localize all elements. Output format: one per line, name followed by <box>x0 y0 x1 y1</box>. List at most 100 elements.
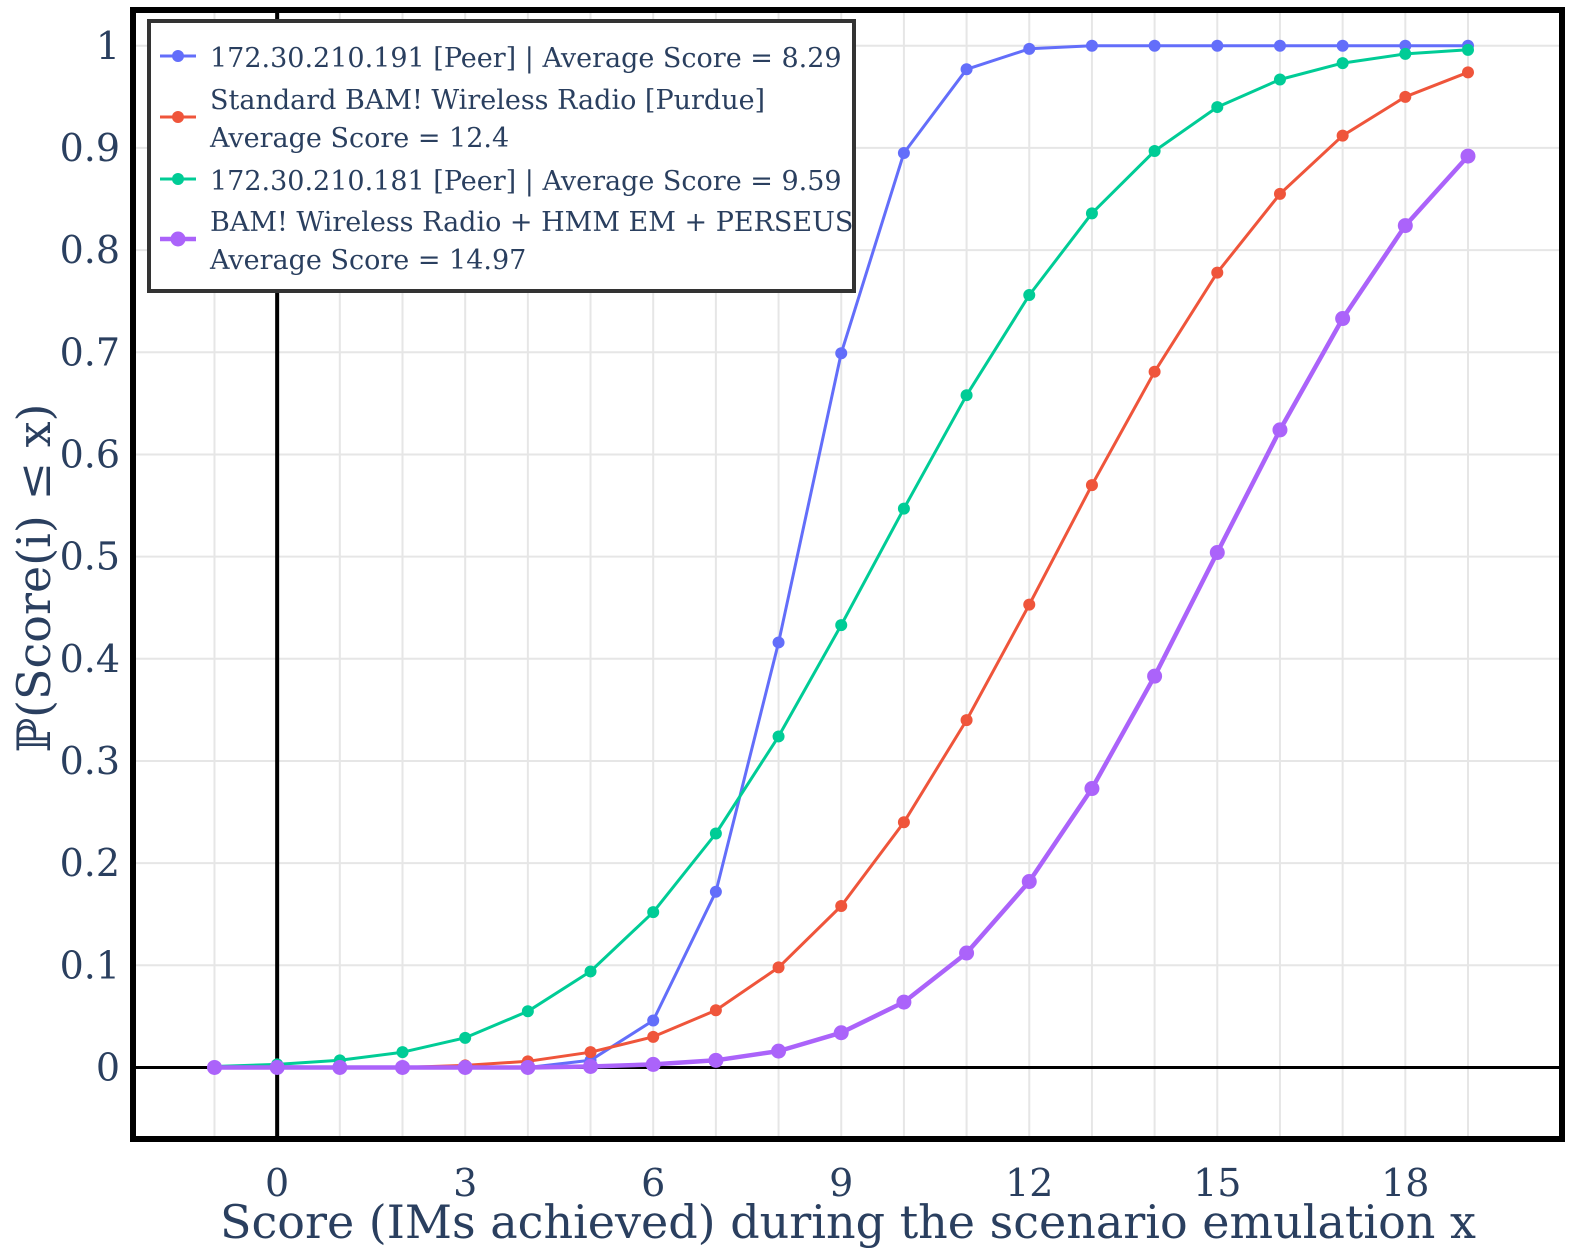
data-point <box>395 1059 411 1075</box>
data-point <box>1336 129 1349 142</box>
data-point <box>647 1030 660 1043</box>
data-point <box>1399 47 1412 60</box>
y-tick-label: 1 <box>96 24 120 68</box>
data-point <box>960 63 973 76</box>
data-point <box>1211 101 1224 114</box>
data-point <box>459 1031 472 1044</box>
data-point <box>1023 289 1036 302</box>
data-point <box>897 816 910 829</box>
y-tick-label: 0.1 <box>60 943 120 987</box>
legend-item: 172.30.210.181 [Peer] | Average Score = … <box>160 166 842 197</box>
data-point <box>1460 148 1476 164</box>
data-point <box>772 961 785 974</box>
y-tick-label: 0.4 <box>60 637 120 681</box>
data-point <box>332 1059 348 1075</box>
series-4 <box>206 148 1476 1075</box>
data-point <box>1273 187 1286 200</box>
data-point <box>647 1014 660 1027</box>
legend-label: Standard BAM! Wireless Radio [Purdue] <box>210 85 765 116</box>
data-point <box>1021 874 1037 890</box>
data-point <box>1397 218 1413 234</box>
data-point <box>1336 57 1349 70</box>
y-tick-label: 0.9 <box>60 126 120 170</box>
legend-swatch-marker <box>172 111 184 123</box>
y-tick-label: 0.6 <box>60 432 120 476</box>
data-point <box>1085 479 1098 492</box>
x-axis-title: Score (IMs achieved) during the scenario… <box>220 1195 1476 1249</box>
data-point <box>520 1059 536 1075</box>
data-point <box>1085 207 1098 220</box>
data-point <box>584 965 597 978</box>
y-tick-label: 0.3 <box>60 739 120 783</box>
data-point <box>1148 144 1161 157</box>
legend-item: 172.30.210.191 [Peer] | Average Score = … <box>160 43 842 74</box>
legend-swatch-marker <box>170 231 186 247</box>
data-point <box>835 619 848 632</box>
data-point <box>1211 266 1224 279</box>
y-axis-title: ℙ(Score(i) ≤ x) <box>7 404 61 753</box>
data-point <box>1148 365 1161 378</box>
data-point <box>896 994 912 1010</box>
data-point <box>1461 66 1474 79</box>
legend-swatch-marker <box>172 173 184 185</box>
data-point <box>835 347 848 360</box>
y-tick-labels: 0 0.1 0.2 0.3 0.4 0.5 0.6 0.7 0.8 0.9 1 <box>60 24 120 1090</box>
data-point <box>960 714 973 727</box>
data-point <box>1023 42 1036 55</box>
data-point <box>269 1059 285 1075</box>
data-point <box>772 636 785 649</box>
data-point <box>1147 668 1163 684</box>
data-point <box>1336 39 1349 52</box>
y-tick-label: 0.2 <box>60 841 120 885</box>
data-point <box>1209 545 1225 561</box>
data-point <box>1335 311 1351 327</box>
data-point <box>1273 39 1286 52</box>
data-point <box>708 1052 724 1068</box>
data-point <box>835 900 848 913</box>
legend-box <box>147 19 856 293</box>
y-tick-label: 0.8 <box>60 228 120 272</box>
data-point <box>897 147 910 160</box>
series-layer <box>206 39 1476 1075</box>
legend: 172.30.210.191 [Peer] | Average Score = … <box>147 19 856 293</box>
data-point <box>772 730 785 743</box>
data-point <box>645 1056 661 1072</box>
data-point <box>647 906 660 919</box>
x-tick-labels: 0 3 6 9 12 15 18 <box>265 1161 1429 1205</box>
legend-swatch-marker <box>172 50 184 62</box>
data-point <box>457 1059 473 1075</box>
x-tick-label: 6 <box>641 1161 665 1205</box>
data-point <box>833 1025 849 1041</box>
data-point <box>583 1058 599 1074</box>
y-tick-label: 0 <box>96 1045 120 1089</box>
x-tick-label: 12 <box>1005 1161 1053 1205</box>
x-tick-label: 15 <box>1193 1161 1241 1205</box>
data-point <box>709 827 722 840</box>
legend-item: Standard BAM! Wireless Radio [Purdue] Ave… <box>160 85 765 154</box>
data-point <box>1399 90 1412 103</box>
legend-label: Average Score = 14.97 <box>209 245 526 276</box>
data-point <box>1211 39 1224 52</box>
data-point <box>1273 73 1286 86</box>
data-point <box>1023 598 1036 611</box>
data-point <box>584 1046 597 1059</box>
legend-label: 172.30.210.181 [Peer] | Average Score = … <box>210 166 842 197</box>
data-point <box>1085 39 1098 52</box>
data-point <box>521 1005 534 1018</box>
x-tick-label: 18 <box>1381 1161 1429 1205</box>
legend-item: BAM! Wireless Radio + HMM EM + PERSEUS Av… <box>160 207 853 276</box>
x-tick-label: 9 <box>829 1161 853 1205</box>
legend-label: BAM! Wireless Radio + HMM EM + PERSEUS <box>210 207 853 238</box>
data-point <box>897 502 910 515</box>
data-point <box>1148 39 1161 52</box>
series-3 <box>208 43 1474 1073</box>
x-tick-label: 0 <box>265 1161 289 1205</box>
data-point <box>771 1043 787 1059</box>
data-point <box>960 389 973 402</box>
data-point <box>396 1046 409 1059</box>
legend-label: 172.30.210.191 [Peer] | Average Score = … <box>210 43 842 74</box>
data-point <box>709 885 722 898</box>
legend-label: Average Score = 12.4 <box>209 123 509 154</box>
data-point <box>1084 781 1100 797</box>
